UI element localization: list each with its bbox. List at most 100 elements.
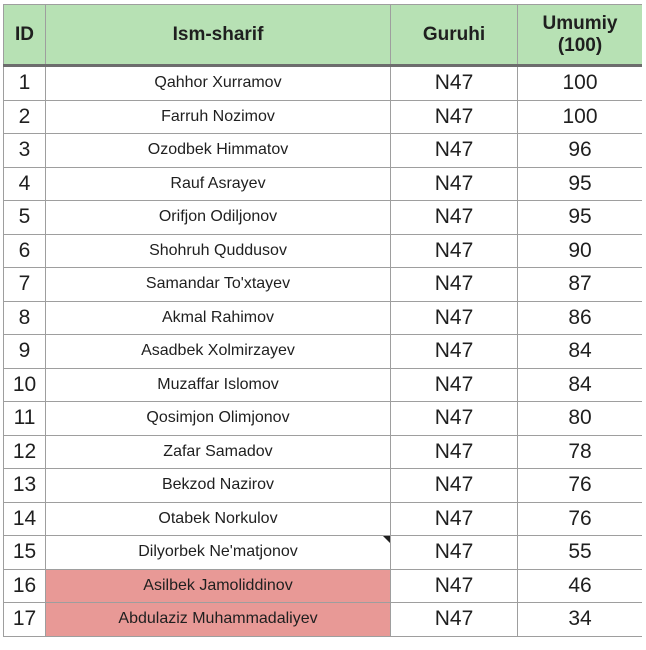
cell-name-text: Asadbek Xolmirzayev xyxy=(141,342,295,360)
cell-id[interactable]: 3 xyxy=(3,133,46,168)
cell-name[interactable]: Asadbek Xolmirzayev xyxy=(45,334,391,369)
cell-total[interactable]: 34 xyxy=(517,602,642,637)
cell-id[interactable]: 11 xyxy=(3,401,46,436)
cell-total[interactable]: 100 xyxy=(517,65,642,101)
cell-total[interactable]: 76 xyxy=(517,501,642,536)
cell-name-text: Bekzod Nazirov xyxy=(161,476,275,494)
cell-name[interactable]: Orifjon Odiljonov xyxy=(45,200,391,235)
cell-total[interactable]: 78 xyxy=(517,434,642,469)
cell-id[interactable]: 12 xyxy=(3,434,46,469)
cell-id[interactable]: 9 xyxy=(3,334,46,369)
cell-group[interactable]: N47 xyxy=(390,267,518,302)
cell-name[interactable]: Rauf Asrayev xyxy=(45,166,391,201)
cell-total[interactable]: 76 xyxy=(517,468,642,503)
cell-name[interactable]: Otabek Norkulov xyxy=(45,501,391,536)
cell-name[interactable]: Akmal Rahimov xyxy=(45,300,391,335)
table-row: 11 Qosimjon Olimjonov N47 80 xyxy=(3,401,642,436)
table-row: 17 Abdulaziz Muhammadaliyev N47 34 xyxy=(3,602,642,637)
cell-total[interactable]: 86 xyxy=(517,300,642,335)
cell-group[interactable]: N47 xyxy=(390,602,518,637)
cell-group[interactable]: N47 xyxy=(390,501,518,536)
cell-name-text: Akmal Rahimov xyxy=(161,308,275,326)
header-total-line2: (100) xyxy=(557,34,603,56)
cell-name-text: Shohruh Quddusov xyxy=(149,241,287,259)
cell-group[interactable]: N47 xyxy=(390,200,518,235)
table-row: 10 Muzaffar Islomov N47 84 xyxy=(3,367,642,402)
cell-group[interactable]: N47 xyxy=(390,401,518,436)
cell-name-text: Rauf Asrayev xyxy=(170,174,266,192)
cell-group[interactable]: N47 xyxy=(390,65,518,101)
table-row: 1 Qahhor Xurramov N47 100 xyxy=(3,65,642,101)
cell-name-text: Asilbek Jamoliddinov xyxy=(143,576,293,594)
cell-id[interactable]: 2 xyxy=(3,99,46,134)
table-row: 16 Asilbek Jamoliddinov N47 46 xyxy=(3,568,642,603)
cell-group[interactable]: N47 xyxy=(390,468,518,503)
cell-id[interactable]: 15 xyxy=(3,535,46,570)
cell-name[interactable]: Farruh Nozimov xyxy=(45,99,391,134)
cell-id[interactable]: 10 xyxy=(3,367,46,402)
cell-id[interactable]: 8 xyxy=(3,300,46,335)
cell-name[interactable]: Ozodbek Himmatov xyxy=(45,133,391,168)
cell-total[interactable]: 55 xyxy=(517,535,642,570)
table-header: ID Ism-sharif Guruhi Umumiy (100) xyxy=(3,4,642,66)
cell-id[interactable]: 4 xyxy=(3,166,46,201)
table-row: 9 Asadbek Xolmirzayev N47 84 xyxy=(3,334,642,369)
table-row: 8 Akmal Rahimov N47 86 xyxy=(3,300,642,335)
cell-group[interactable]: N47 xyxy=(390,334,518,369)
cell-group[interactable]: N47 xyxy=(390,367,518,402)
cell-name[interactable]: Asilbek Jamoliddinov xyxy=(45,568,391,603)
cell-total[interactable]: 80 xyxy=(517,401,642,436)
cell-group[interactable]: N47 xyxy=(390,535,518,570)
cell-id[interactable]: 5 xyxy=(3,200,46,235)
cell-id[interactable]: 14 xyxy=(3,501,46,536)
header-group[interactable]: Guruhi xyxy=(390,4,518,66)
cell-name-text: Farruh Nozimov xyxy=(161,107,275,125)
cell-group[interactable]: N47 xyxy=(390,434,518,469)
cell-name[interactable]: Qosimjon Olimjonov xyxy=(45,401,391,436)
header-total-line1: Umumiy xyxy=(542,12,618,34)
table-row: 5 Orifjon Odiljonov N47 95 xyxy=(3,200,642,235)
cell-name[interactable]: Dilyorbek Ne'matjonov xyxy=(45,535,391,570)
cell-name[interactable]: Zafar Samadov xyxy=(45,434,391,469)
cell-name[interactable]: Bekzod Nazirov xyxy=(45,468,391,503)
cell-name[interactable]: Qahhor Xurramov xyxy=(45,65,391,101)
cell-name[interactable]: Samandar To'xtayev xyxy=(45,267,391,302)
cell-id[interactable]: 6 xyxy=(3,233,46,268)
header-total[interactable]: Umumiy (100) xyxy=(517,4,642,66)
cell-id[interactable]: 13 xyxy=(3,468,46,503)
cell-total[interactable]: 100 xyxy=(517,99,642,134)
cell-id[interactable]: 7 xyxy=(3,267,46,302)
cell-id[interactable]: 16 xyxy=(3,568,46,603)
comment-indicator-icon[interactable] xyxy=(383,536,390,543)
cell-group[interactable]: N47 xyxy=(390,166,518,201)
header-row: ID Ism-sharif Guruhi Umumiy (100) xyxy=(3,4,642,66)
header-id[interactable]: ID xyxy=(3,4,46,66)
table-row: 3 Ozodbek Himmatov N47 96 xyxy=(3,133,642,168)
table-row: 7 Samandar To'xtayev N47 87 xyxy=(3,267,642,302)
cell-total[interactable]: 87 xyxy=(517,267,642,302)
cell-id[interactable]: 1 xyxy=(3,65,46,101)
cell-name[interactable]: Muzaffar Islomov xyxy=(45,367,391,402)
table-row: 6 Shohruh Quddusov N47 90 xyxy=(3,233,642,268)
cell-total[interactable]: 46 xyxy=(517,568,642,603)
cell-group[interactable]: N47 xyxy=(390,133,518,168)
cell-total[interactable]: 95 xyxy=(517,166,642,201)
cell-name[interactable]: Abdulaziz Muhammadaliyev xyxy=(45,602,391,637)
table-row: 15 Dilyorbek Ne'matjonov N47 55 xyxy=(3,535,642,570)
header-name[interactable]: Ism-sharif xyxy=(45,4,391,66)
cell-total[interactable]: 95 xyxy=(517,200,642,235)
table-row: 12 Zafar Samadov N47 78 xyxy=(3,434,642,469)
cell-group[interactable]: N47 xyxy=(390,300,518,335)
cell-group[interactable]: N47 xyxy=(390,568,518,603)
cell-total[interactable]: 90 xyxy=(517,233,642,268)
cell-name-text: Muzaffar Islomov xyxy=(157,375,279,393)
cell-total[interactable]: 84 xyxy=(517,367,642,402)
table-row: 2 Farruh Nozimov N47 100 xyxy=(3,99,642,134)
cell-group[interactable]: N47 xyxy=(390,233,518,268)
cell-total[interactable]: 96 xyxy=(517,133,642,168)
cell-name-text: Dilyorbek Ne'matjonov xyxy=(138,543,298,561)
cell-total[interactable]: 84 xyxy=(517,334,642,369)
cell-id[interactable]: 17 xyxy=(3,602,46,637)
cell-name[interactable]: Shohruh Quddusov xyxy=(45,233,391,268)
cell-group[interactable]: N47 xyxy=(390,99,518,134)
